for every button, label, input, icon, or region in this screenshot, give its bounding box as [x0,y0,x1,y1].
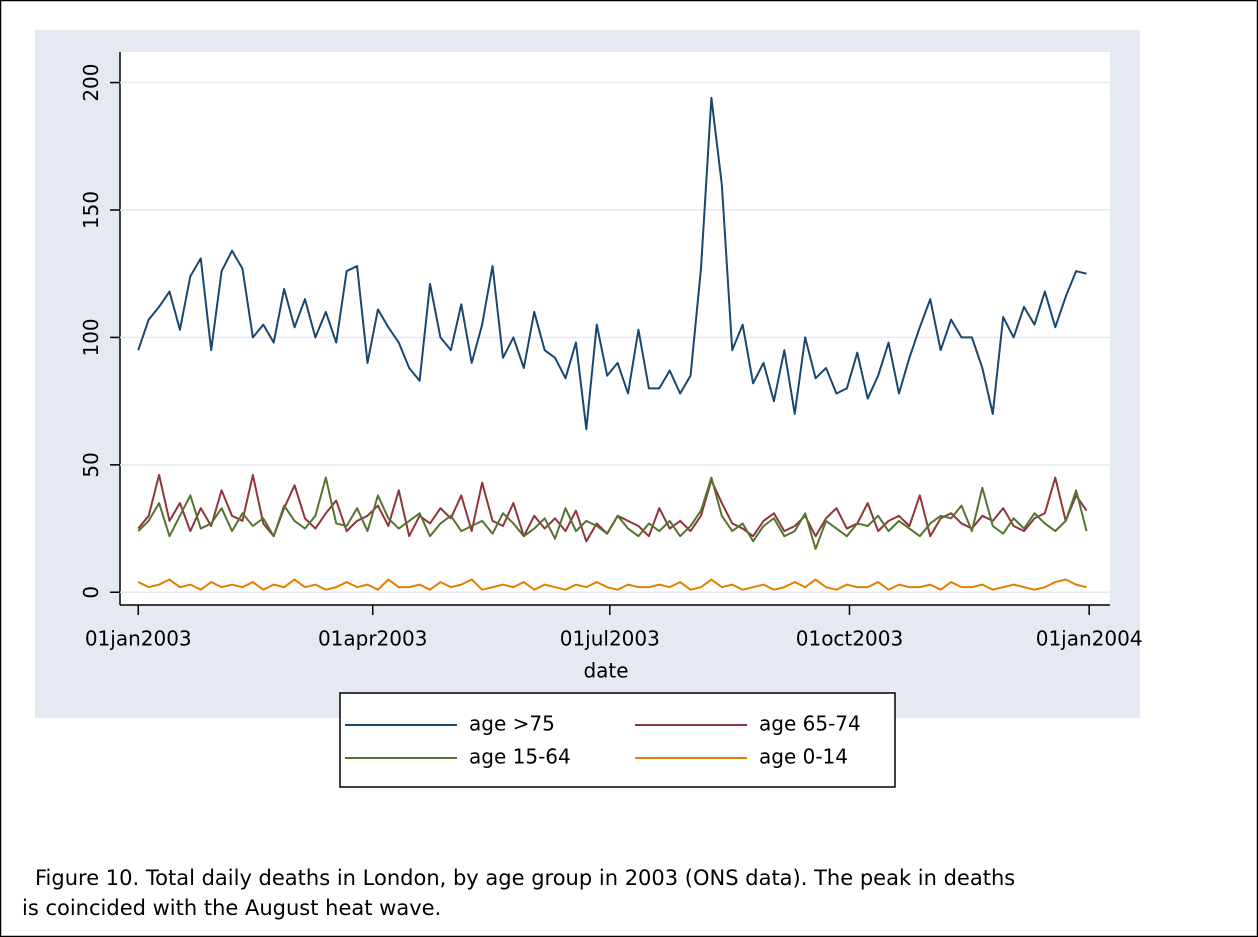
series-line [137,96,1087,431]
caption: Figure 10. Total daily deaths in London,… [35,866,1015,890]
series-line [137,476,1088,550]
x-tick-label: 01jul2003 [560,627,660,651]
legend-label: age >75 [469,712,555,736]
x-axis-title: date [583,659,628,683]
legend [339,692,896,788]
y-tick-label: 200 [79,63,103,101]
y-tick-label: 100 [79,318,103,356]
legend-label: age 0-14 [759,745,848,769]
legend-label: age 65-74 [759,712,861,736]
y-tick-label: 50 [79,452,103,477]
plot-region [120,52,1110,605]
y-tick-label: 150 [79,191,103,229]
y-tick-label: 0 [79,586,103,599]
x-tick-label: 01jan2003 [85,627,192,651]
caption: is coincided with the August heat wave. [22,896,441,920]
x-tick-label: 01apr2003 [318,627,428,651]
legend-label: age 15-64 [469,745,571,769]
series-line [137,578,1087,591]
x-tick-label: 01jan2004 [1036,627,1143,651]
x-tick-label: 01oct2003 [796,627,903,651]
